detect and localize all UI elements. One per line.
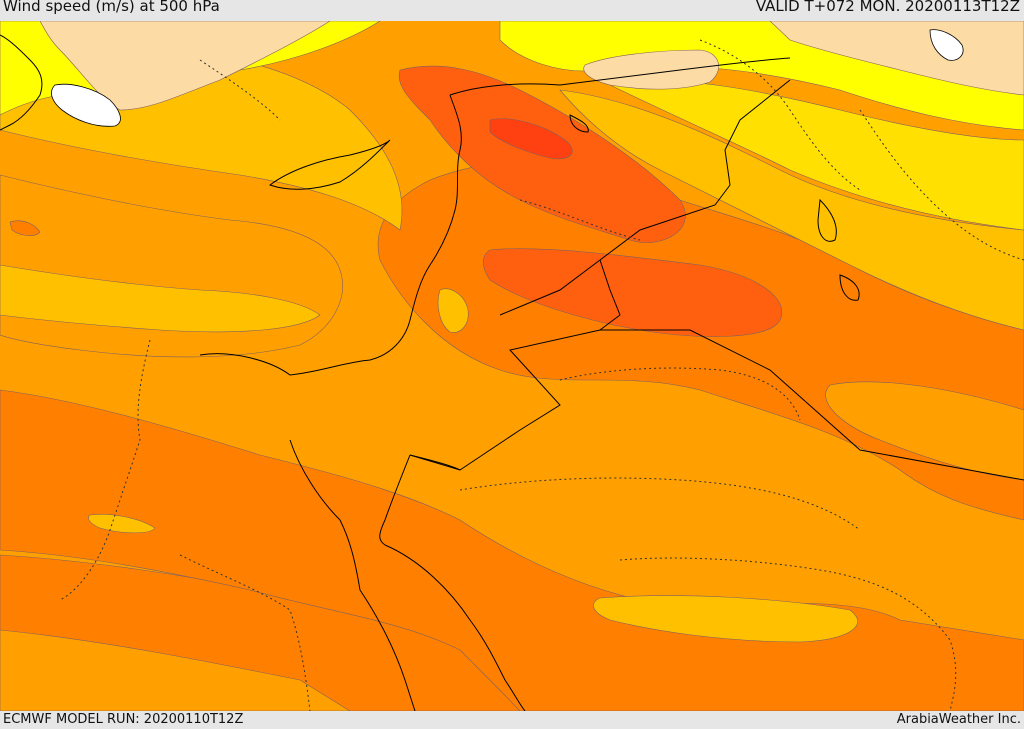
band-red-core	[489, 118, 573, 160]
header-bar: Wind speed (m/s) at 500 hPa VALID T+072 …	[0, 0, 1024, 21]
land-white-ne	[929, 29, 964, 61]
band-amber-east	[559, 89, 1024, 331]
pocket-amber-levant	[437, 288, 469, 333]
coastlines	[0, 34, 860, 711]
land-white-aegean	[51, 83, 121, 127]
pocket-amber-south	[593, 595, 858, 643]
valid-time: VALID T+072 MON. 20200113T12Z	[755, 0, 1020, 15]
band-pale-nw	[39, 21, 331, 111]
band-red-orange-east	[482, 248, 783, 337]
credit: ArabiaWeather Inc.	[896, 712, 1021, 727]
wind-speed-map[interactable]	[0, 21, 1024, 711]
footer-bar: ECMWF MODEL RUN: 20200110T12Z ArabiaWeat…	[0, 711, 1024, 729]
political-borders	[409, 79, 1024, 481]
regional-borders	[59, 39, 1024, 711]
band-orange-south	[0, 629, 351, 711]
model-run: ECMWF MODEL RUN: 20200110T12Z	[3, 712, 244, 727]
map-title: Wind speed (m/s) at 500 hPa	[3, 0, 220, 15]
band-pale-ne	[769, 21, 1024, 96]
band-amber-med	[0, 264, 321, 333]
band-gold-east	[598, 78, 1024, 231]
pocket-amber-sinai	[88, 513, 156, 534]
band-orange-east-pocket	[825, 381, 1024, 481]
pocket-dark-west	[9, 220, 41, 236]
band-pale-north-center	[583, 49, 719, 90]
